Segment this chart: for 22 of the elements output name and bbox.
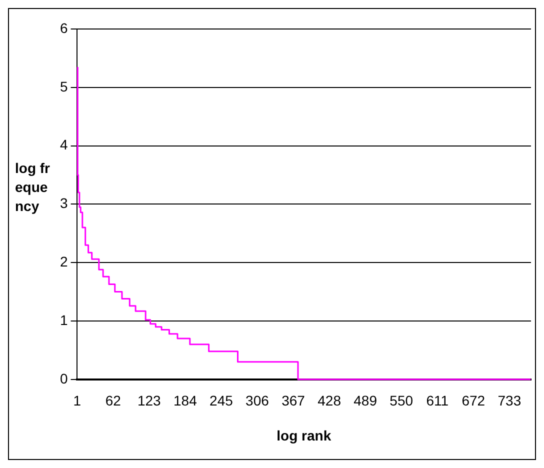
y-tick-label: 4	[60, 136, 68, 153]
y-tick-label: 1	[60, 312, 68, 328]
x-tick-label: 428	[318, 392, 342, 409]
y-tick-label: 6	[60, 20, 68, 36]
y-tick-label: 3	[60, 195, 68, 212]
x-tick-label: 489	[354, 392, 378, 409]
y-tick-label: 0	[60, 370, 68, 386]
x-tick-label: 306	[246, 392, 270, 409]
x-tick-label: 184	[173, 392, 198, 409]
x-tick-label: 123	[137, 392, 162, 409]
x-tick-label: 62	[105, 392, 122, 409]
x-tick-label: 1	[73, 392, 82, 409]
x-tick-label: 733	[498, 392, 522, 409]
y-axis-title: log frequency	[15, 159, 51, 216]
x-axis-title: log rank	[276, 427, 332, 444]
y-tick-label: 5	[60, 78, 68, 94]
x-tick-label: 245	[210, 392, 234, 409]
x-tick-label: 550	[390, 392, 414, 409]
x-tick-label: 672	[462, 392, 486, 409]
x-tick-label: 611	[426, 392, 449, 409]
y-tick-label: 2	[60, 253, 68, 270]
x-tick-label: 367	[282, 392, 306, 409]
